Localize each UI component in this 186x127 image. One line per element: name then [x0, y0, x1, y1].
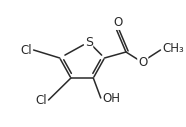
Text: OH: OH [103, 91, 121, 105]
Text: Cl: Cl [20, 44, 32, 57]
Text: Cl: Cl [35, 93, 47, 107]
Text: S: S [85, 36, 93, 49]
Text: O: O [113, 16, 122, 29]
Text: O: O [138, 57, 147, 69]
Text: CH₃: CH₃ [162, 43, 184, 55]
